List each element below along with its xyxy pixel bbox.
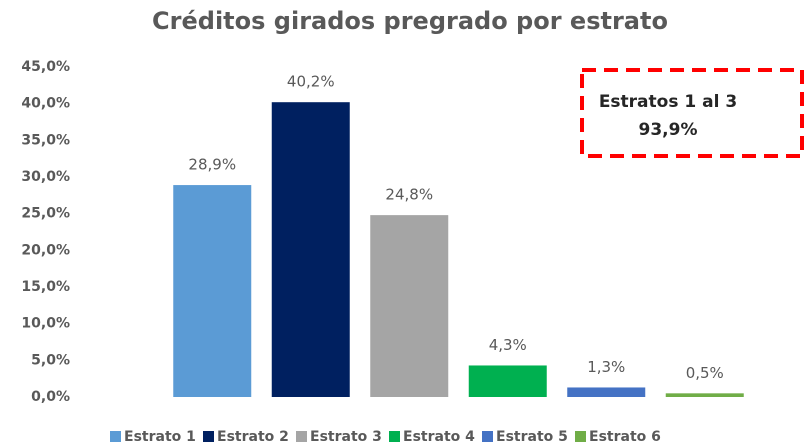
y-tick-label: 30,0%	[21, 169, 70, 185]
y-tick-label: 45,0%	[21, 59, 70, 75]
bar	[173, 185, 252, 397]
bar	[271, 102, 350, 397]
legend-swatch	[389, 431, 400, 442]
data-label: 24,8%	[385, 186, 433, 204]
data-label: 40,2%	[287, 73, 335, 91]
y-tick-label: 0,0%	[31, 389, 70, 405]
legend-swatch	[110, 431, 121, 442]
y-tick-label: 20,0%	[21, 242, 70, 258]
chart-title: Créditos girados pregrado por estrato	[152, 7, 668, 35]
legend-label: Estrato 6	[589, 429, 661, 445]
annotation-box	[580, 68, 804, 158]
bar	[370, 215, 449, 397]
y-tick-label: 40,0%	[21, 96, 70, 112]
bar	[468, 365, 547, 397]
legend-swatch	[203, 431, 214, 442]
legend-label: Estrato 3	[310, 429, 382, 445]
bar	[665, 393, 744, 397]
y-tick-label: 35,0%	[21, 132, 70, 148]
legend-swatch	[575, 431, 586, 442]
y-tick-label: 10,0%	[21, 316, 70, 332]
legend-label: Estrato 5	[496, 429, 568, 445]
bar	[567, 387, 646, 397]
legend-swatch	[482, 431, 493, 442]
data-label: 1,3%	[587, 358, 625, 376]
legend-label: Estrato 4	[403, 429, 475, 445]
y-tick-label: 25,0%	[21, 206, 70, 222]
legend-label: Estrato 1	[124, 429, 196, 445]
annotation-text: 93,9%	[639, 120, 698, 140]
annotation-text: Estratos 1 al 3	[599, 92, 737, 112]
data-label: 4,3%	[489, 336, 527, 354]
y-tick-label: 15,0%	[21, 279, 70, 295]
y-tick-label: 5,0%	[31, 352, 70, 368]
data-label: 28,9%	[188, 156, 236, 174]
data-label: 0,5%	[686, 364, 724, 382]
legend-swatch	[296, 431, 307, 442]
legend-label: Estrato 2	[217, 429, 289, 445]
